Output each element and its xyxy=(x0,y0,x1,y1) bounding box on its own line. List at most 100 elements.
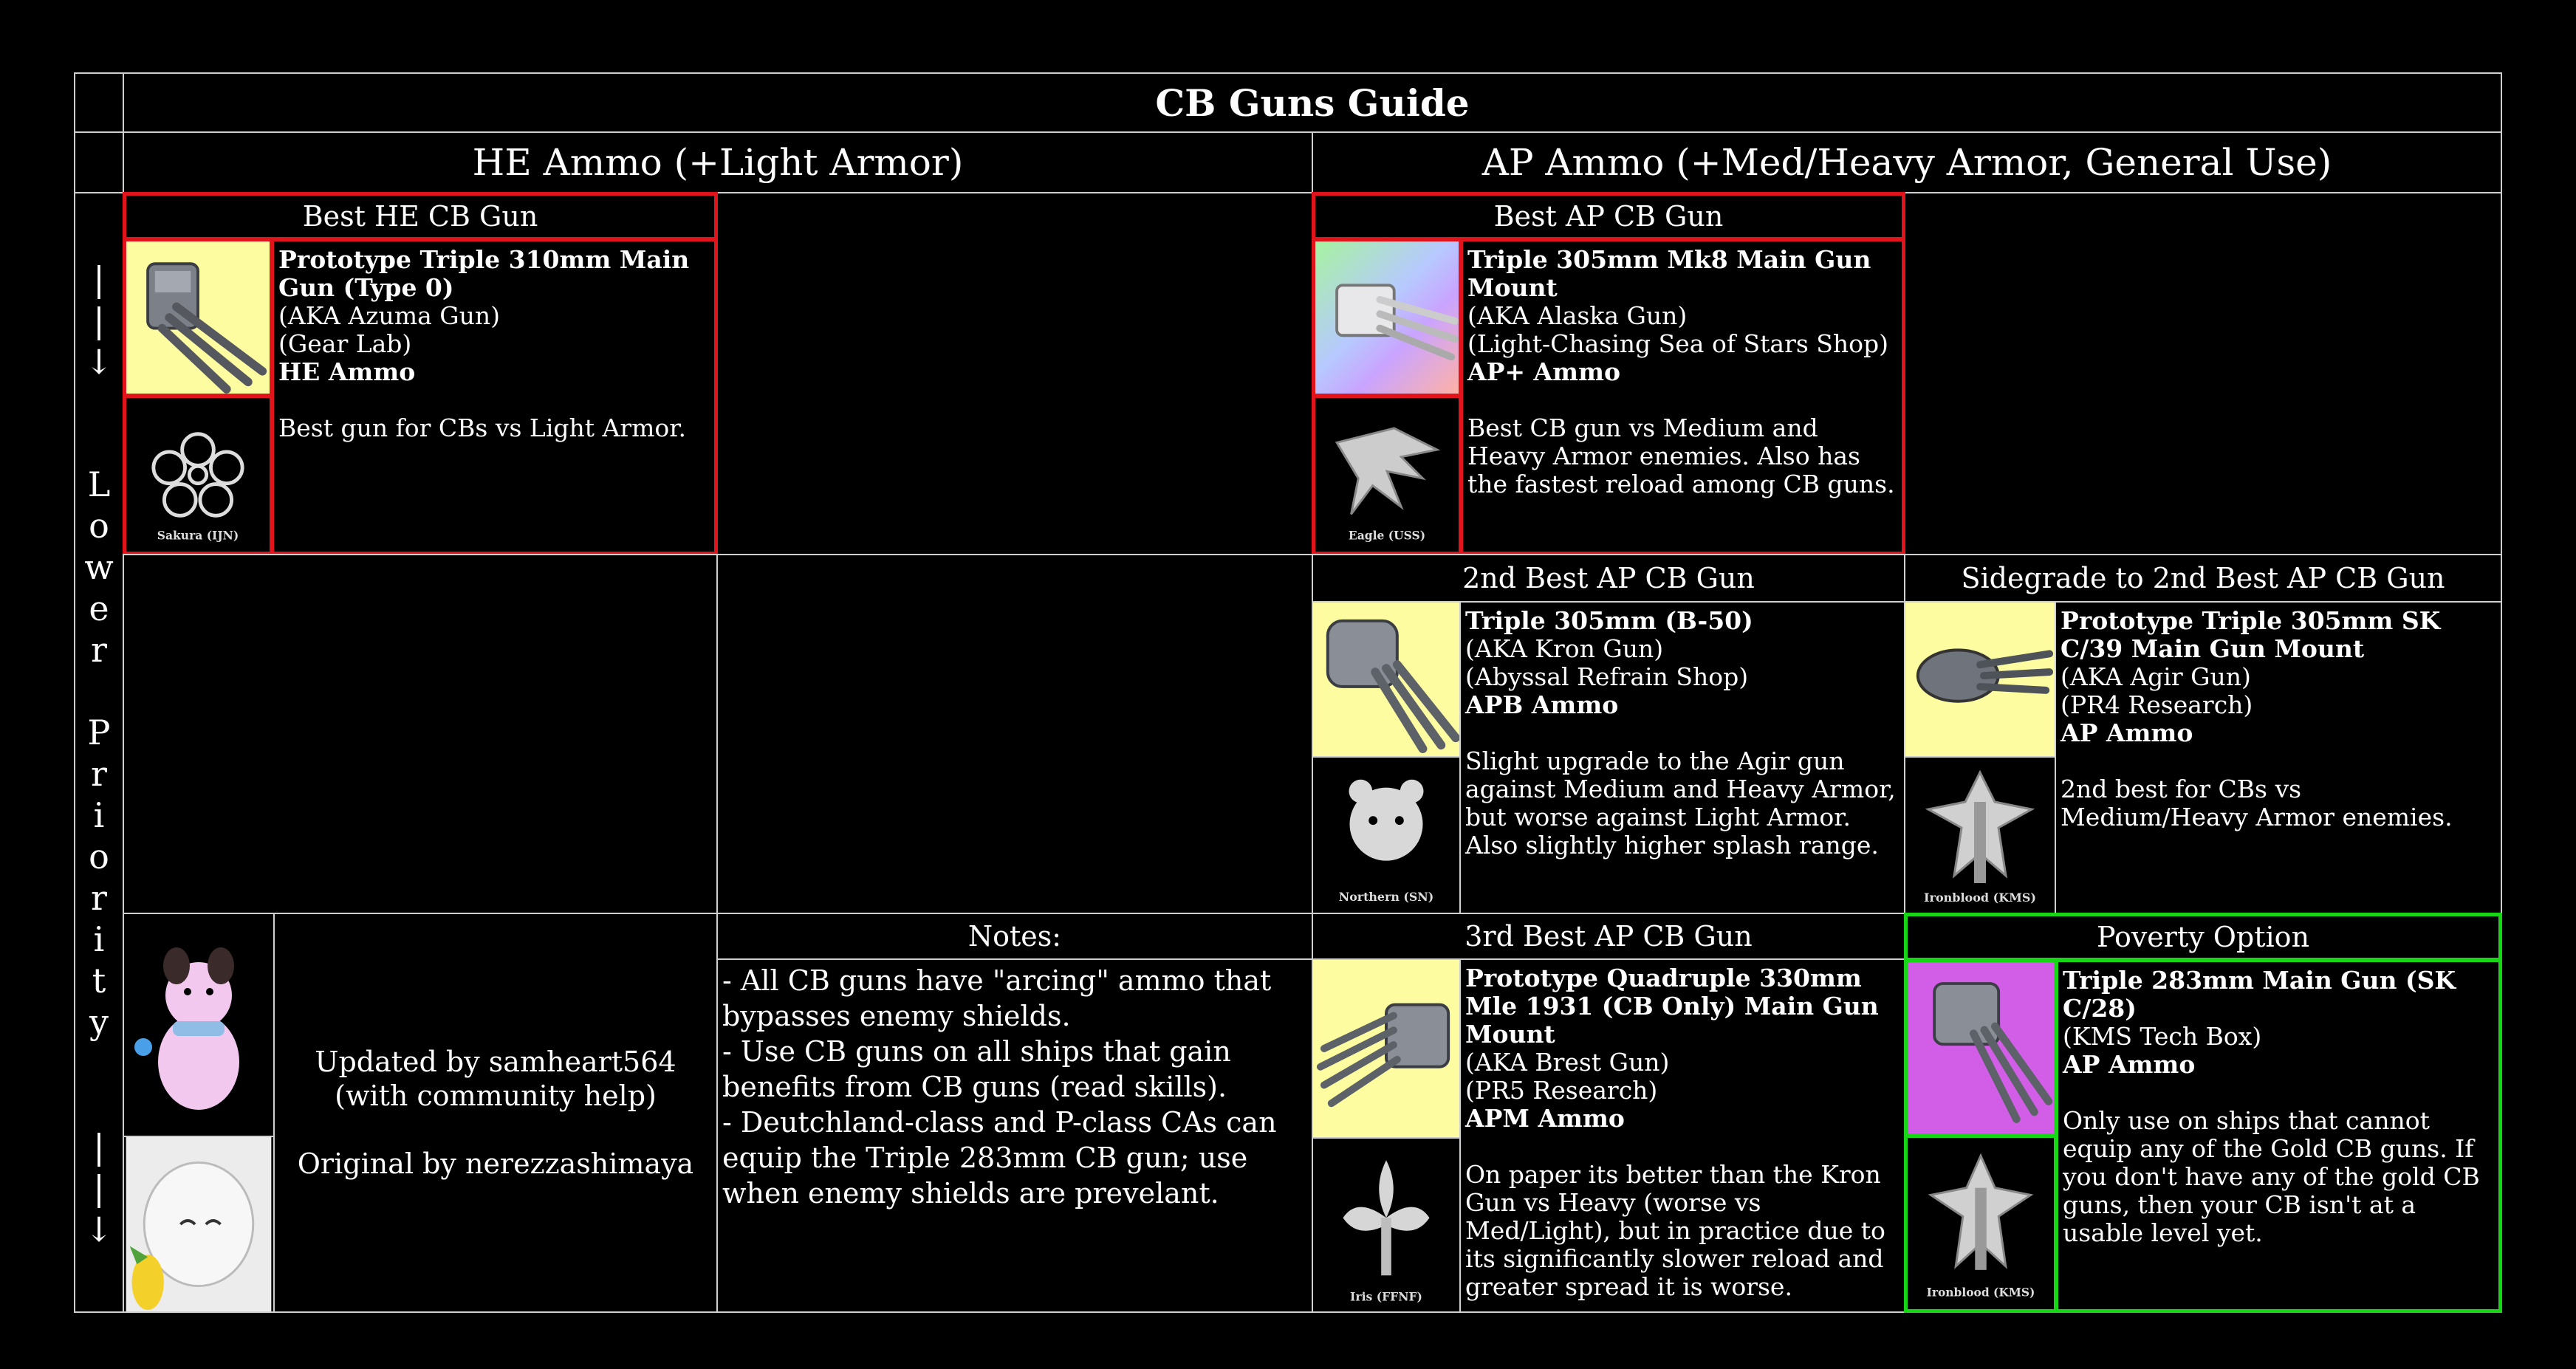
fleur-emblem-icon: Iris (FFNF) xyxy=(1343,1160,1430,1303)
second-ap-faction-image: Northern (SN) xyxy=(1312,756,1461,914)
character-avatar-icon xyxy=(126,1137,272,1311)
empty-cell xyxy=(716,554,1313,914)
avatar-mascot-2 xyxy=(123,1136,275,1313)
gun-ammo: HE Ammo xyxy=(278,357,416,386)
notes-label: Notes: xyxy=(716,913,1313,960)
sidegrade-label: Sidegrade to 2nd Best AP CB Gun xyxy=(1904,554,2502,603)
page-title: CB Guns Guide xyxy=(123,72,2502,133)
bear-emblem-icon: Northern (SN) xyxy=(1339,779,1434,904)
gun-source: (KMS Tech Box) xyxy=(2063,1022,2262,1051)
note-line: - Use CB guns on all ships that gain ben… xyxy=(722,1035,1231,1103)
notes-body: - All CB guns have "arcing" ammo that by… xyxy=(716,958,1313,1313)
best-ap-label: Best AP CB Gun xyxy=(1312,192,1905,241)
priority-letter: w xyxy=(84,547,114,587)
gun-aka: (AKA Kron Gun) xyxy=(1465,634,1664,663)
avatar-mascot-1 xyxy=(123,913,275,1137)
priority-letter: r xyxy=(91,754,107,794)
svg-text:Ironblood (KMS): Ironblood (KMS) xyxy=(1924,891,2036,905)
sidegrade-description: Prototype Triple 305mm SK C/39 Main Gun … xyxy=(2055,601,2502,914)
best-he-gun-image xyxy=(123,238,273,397)
priority-letter: P xyxy=(87,713,111,752)
credits-original: Original by nerezzashimaya xyxy=(297,1147,694,1180)
triple-gun-icon xyxy=(146,262,267,394)
priority-letter: t xyxy=(92,961,106,1001)
third-ap-gun-image xyxy=(1312,958,1461,1139)
second-ap-label: 2nd Best AP CB Gun xyxy=(1312,554,1905,603)
second-ap-description: Triple 305mm (B-50) (AKA Kron Gun) (Abys… xyxy=(1459,601,1905,914)
iron-cross-emblem-icon: Ironblood (KMS) xyxy=(1924,769,2036,905)
gun-source: (PR5 Research) xyxy=(1465,1076,1658,1105)
empty-cell xyxy=(716,192,1313,555)
gun-note: Best CB gun vs Medium and Heavy Armor en… xyxy=(1467,414,1895,498)
note-line: - All CB guns have "arcing" ammo that by… xyxy=(722,964,1272,1032)
gun-note: On paper its better than the Kron Gun vs… xyxy=(1465,1160,1885,1301)
gun-ammo: AP Ammo xyxy=(2063,1050,2196,1079)
note-line: - Deutchland-class and P-class CAs can e… xyxy=(722,1106,1277,1210)
priority-letter: e xyxy=(89,589,109,628)
svg-text:Ironblood (KMS): Ironblood (KMS) xyxy=(1927,1286,2035,1300)
gun-aka: (AKA Brest Gun) xyxy=(1465,1048,1670,1077)
best-ap-faction-image: Eagle (USS) xyxy=(1312,394,1462,555)
gun-note: Only use on ships that cannot equip any … xyxy=(2063,1106,2480,1247)
triple-gun-icon xyxy=(1933,982,2053,1123)
gun-aka: (AKA Agir Gun) xyxy=(2061,662,2251,691)
gun-note: 2nd best for CBs vs Medium/Heavy Armor e… xyxy=(2061,775,2453,831)
gun-name: Prototype Triple 310mm Main Gun (Type 0) xyxy=(278,245,690,302)
gun-aka: (AKA Alaska Gun) xyxy=(1467,301,1688,330)
third-ap-label: 3rd Best AP CB Gun xyxy=(1312,913,1905,960)
best-he-faction-image: Sakura (IJN) xyxy=(123,394,273,555)
gun-name: Triple 305mm Mk8 Main Gun Mount xyxy=(1467,245,1871,302)
triple-gun-icon xyxy=(1326,619,1459,753)
gun-ammo: APM Ammo xyxy=(1465,1104,1625,1133)
gun-note: Slight upgrade to the Agir gun against M… xyxy=(1465,747,1896,860)
poverty-label: Poverty Option xyxy=(1904,913,2502,961)
third-ap-description: Prototype Quadruple 330mm Mle 1931 (CB O… xyxy=(1459,958,1905,1313)
priority-letter: L xyxy=(87,464,111,504)
poverty-description: Triple 283mm Main Gun (SK C/28) (KMS Tec… xyxy=(2055,958,2502,1313)
priority-letter: i xyxy=(93,919,105,959)
best-ap-gun-image xyxy=(1312,238,1462,397)
priority-arrow-top: | | ↓ xyxy=(84,259,114,382)
gun-aka: (AKA Azuma Gun) xyxy=(278,301,501,330)
priority-arrow-bottom: | | ↓ xyxy=(84,1127,114,1249)
sidegrade-faction-image: Ironblood (KMS) xyxy=(1904,756,2056,914)
gun-ammo: APB Ammo xyxy=(1465,690,1619,719)
gun-name: Prototype Quadruple 330mm Mle 1931 (CB O… xyxy=(1465,964,1879,1049)
gun-note: Best gun for CBs vs Light Armor. xyxy=(278,414,686,442)
iron-cross-emblem-icon: Ironblood (KMS) xyxy=(1927,1153,2035,1300)
gun-source: (Light-Chasing Sea of Stars Shop) xyxy=(1467,329,1889,358)
gun-name: Triple 305mm (B-50) xyxy=(1465,606,1753,635)
sakura-emblem-icon: Sakura (IJN) xyxy=(151,432,244,542)
left-gutter-top xyxy=(74,72,124,133)
gun-source: (Abyssal Refrain Shop) xyxy=(1465,662,1749,691)
left-gutter-header xyxy=(74,131,124,193)
credits-updated: Updated by samheart564 xyxy=(315,1046,676,1078)
priority-letter: i xyxy=(93,795,105,835)
gun-ammo: AP Ammo xyxy=(2061,718,2193,747)
gun-name: Triple 283mm Main Gun (SK C/28) xyxy=(2063,966,2456,1023)
svg-text:Eagle (USS): Eagle (USS) xyxy=(1349,528,1425,542)
poverty-gun-image xyxy=(1904,958,2058,1137)
he-ammo-header: HE Ammo (+Light Armor) xyxy=(123,131,1313,193)
priority-letter xyxy=(74,670,124,712)
gun-source: (PR4 Research) xyxy=(2061,690,2253,719)
empty-cell xyxy=(123,554,718,914)
ap-ammo-header: AP Ammo (+Med/Heavy Armor, General Use) xyxy=(1312,131,2502,193)
svg-text:Northern (SN): Northern (SN) xyxy=(1339,890,1434,904)
svg-text:Iris (FFNF): Iris (FFNF) xyxy=(1350,1289,1422,1303)
mascot-avatar-icon xyxy=(134,947,239,1110)
priority-letter: y xyxy=(89,1002,109,1042)
priority-letter: o xyxy=(89,837,109,876)
priority-letter: r xyxy=(91,630,107,670)
triple-gun-icon xyxy=(1916,648,2054,703)
gun-ammo: AP+ Ammo xyxy=(1467,357,1621,386)
priority-letter: o xyxy=(89,506,109,546)
best-he-description: Prototype Triple 310mm Main Gun (Type 0)… xyxy=(270,238,718,555)
gun-source: (Gear Lab) xyxy=(278,329,412,358)
triple-gun-icon xyxy=(1335,284,1459,361)
second-ap-gun-image xyxy=(1312,601,1461,758)
svg-text:Sakura (IJN): Sakura (IJN) xyxy=(157,528,239,542)
empty-cell xyxy=(1904,192,2502,555)
credits-cell: Updated by samheart564 (with community h… xyxy=(273,913,718,1313)
